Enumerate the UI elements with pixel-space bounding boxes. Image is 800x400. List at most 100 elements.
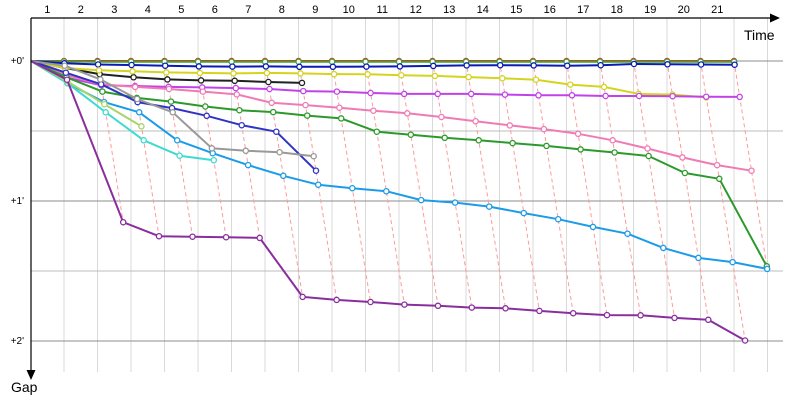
data-point <box>138 123 145 130</box>
lap-connector-line <box>633 60 675 318</box>
data-point <box>475 137 482 144</box>
data-point <box>532 76 540 83</box>
series-line <box>30 60 768 270</box>
x-tick-label: 10 <box>343 4 355 16</box>
series <box>30 60 710 101</box>
data-point <box>660 244 667 252</box>
data-point <box>130 74 137 81</box>
data-point <box>540 125 548 133</box>
data-point <box>94 61 102 68</box>
data-point <box>95 67 103 74</box>
data-point <box>543 142 550 150</box>
data-point <box>644 145 651 152</box>
data-point <box>716 175 723 183</box>
data-point <box>195 63 203 70</box>
data-point <box>133 95 141 103</box>
data-point <box>635 92 643 100</box>
data-point <box>173 137 181 144</box>
series-line <box>30 60 214 162</box>
data-point <box>265 78 272 86</box>
data-point <box>729 258 736 266</box>
data-point <box>609 137 616 144</box>
series <box>30 60 317 160</box>
data-point <box>310 152 317 160</box>
data-point <box>97 76 104 83</box>
data-point <box>669 92 676 100</box>
data-point <box>238 121 245 129</box>
y-tick-label: +2' <box>11 336 24 347</box>
series <box>30 60 771 273</box>
data-point <box>468 304 476 311</box>
series <box>30 60 771 270</box>
data-point <box>140 137 147 144</box>
x-tick-label: 21 <box>711 4 723 16</box>
series-line <box>30 60 735 63</box>
data-point <box>280 172 287 180</box>
data-point <box>263 69 271 77</box>
x-tick-label: 7 <box>245 4 251 16</box>
data-point <box>101 100 108 108</box>
data-point <box>697 61 705 68</box>
data-point <box>314 181 322 188</box>
x-tick-label: 4 <box>145 4 151 16</box>
data-point <box>102 109 109 116</box>
data-point <box>164 76 171 83</box>
data-point <box>438 113 445 121</box>
data-point <box>333 296 340 304</box>
data-point <box>499 75 506 82</box>
data-point <box>383 187 390 195</box>
data-point <box>232 84 240 92</box>
y-axis-arrow-icon <box>26 370 36 380</box>
data-point <box>296 63 303 71</box>
data-point <box>702 93 710 100</box>
lap-connector-line <box>532 60 574 314</box>
data-point <box>189 233 196 240</box>
data-point <box>336 104 343 111</box>
data-point <box>600 83 608 91</box>
data-point <box>135 109 143 116</box>
data-point <box>302 101 309 109</box>
data-point <box>244 161 252 169</box>
data-point <box>404 110 411 117</box>
data-point <box>431 72 439 80</box>
data-point <box>400 90 408 98</box>
data-point <box>451 199 459 206</box>
data-point <box>230 70 237 77</box>
data-point <box>222 233 230 241</box>
series <box>30 60 749 344</box>
data-point <box>273 128 280 135</box>
data-point <box>731 61 738 68</box>
data-point <box>630 60 638 68</box>
data-point <box>62 69 70 76</box>
data-point <box>501 91 509 98</box>
x-tick-labels: 1 2 3 4 5 6 7 8 9 10 11 12 13 14 15 16 17 18 19 20 21 <box>44 4 723 16</box>
data-point <box>574 130 582 138</box>
x-tick-label: 16 <box>544 4 556 16</box>
data-point <box>496 61 504 69</box>
data-point <box>129 68 136 75</box>
x-tick-label: 12 <box>410 4 422 16</box>
x-tick-label: 1 <box>44 4 50 16</box>
x-tick-label: 9 <box>312 4 318 16</box>
series-line <box>30 60 735 68</box>
data-point <box>705 316 712 324</box>
data-point <box>434 302 442 310</box>
data-point <box>210 156 218 164</box>
data-point <box>430 62 437 70</box>
x-tick-label: 6 <box>212 4 218 16</box>
x-tick-label: 18 <box>611 4 623 16</box>
lap-connector-line <box>264 60 304 297</box>
series-line <box>30 60 752 172</box>
data-point <box>298 79 306 87</box>
y-tick-label: +0' <box>11 56 24 67</box>
data-point <box>569 309 577 317</box>
data-point <box>337 115 345 122</box>
data-point <box>577 146 584 153</box>
data-point <box>161 62 169 69</box>
data-point <box>748 167 755 174</box>
lap-connector-line <box>566 60 608 316</box>
data-point <box>169 109 176 116</box>
data-point <box>506 122 514 129</box>
data-point <box>396 63 404 70</box>
x-tick-label: 15 <box>510 4 522 16</box>
